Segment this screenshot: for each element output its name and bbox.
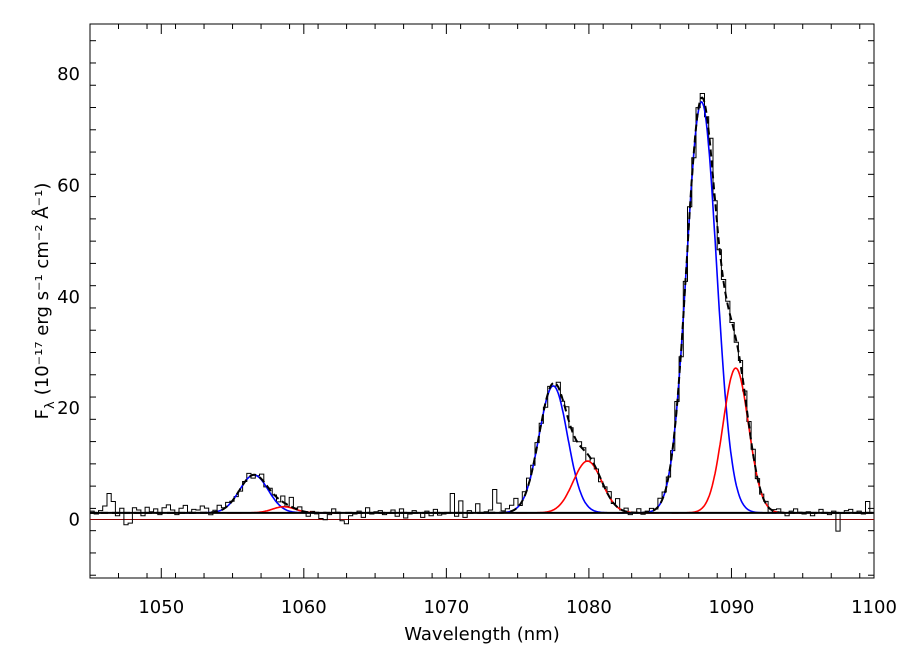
y-tick-label: 80: [57, 64, 80, 85]
x-tick-label: 1070: [423, 597, 469, 618]
y-axis-units: (10⁻¹⁷ erg s⁻¹ cm⁻² Å⁻¹): [31, 183, 53, 396]
series-layer: [90, 93, 874, 532]
y-tick-label: 20: [57, 398, 80, 419]
y-axis-subscript: λ: [43, 401, 58, 409]
y-axis-symbol: F: [32, 409, 53, 419]
plot-frame: [89, 23, 875, 579]
x-axis-title: Wavelength (nm): [404, 624, 560, 645]
x-tick-label: 1080: [566, 597, 612, 618]
y-axis-title: Fλ (10⁻¹⁷ erg s⁻¹ cm⁻² Å⁻¹): [31, 183, 58, 420]
total-model: [90, 96, 874, 514]
blue-component: [626, 100, 777, 514]
x-tick-label: 1060: [281, 597, 327, 618]
x-tick-label: 1100: [851, 597, 897, 618]
y-tick-label: 60: [57, 175, 80, 196]
x-tick-labels: 1050 1060 1070 1080 1090 1100: [138, 597, 897, 618]
x-tick-label: 1050: [138, 597, 184, 618]
y-tick-label: 40: [57, 287, 80, 308]
x-tick-label: 1090: [709, 597, 755, 618]
red-component: [671, 367, 800, 514]
y-tick-labels: 0 20 40 60 80: [57, 64, 80, 530]
observed-spectrum: [90, 93, 874, 532]
blue-component: [482, 385, 625, 514]
axis-ticks: [89, 24, 875, 578]
y-tick-label: 0: [69, 510, 80, 531]
